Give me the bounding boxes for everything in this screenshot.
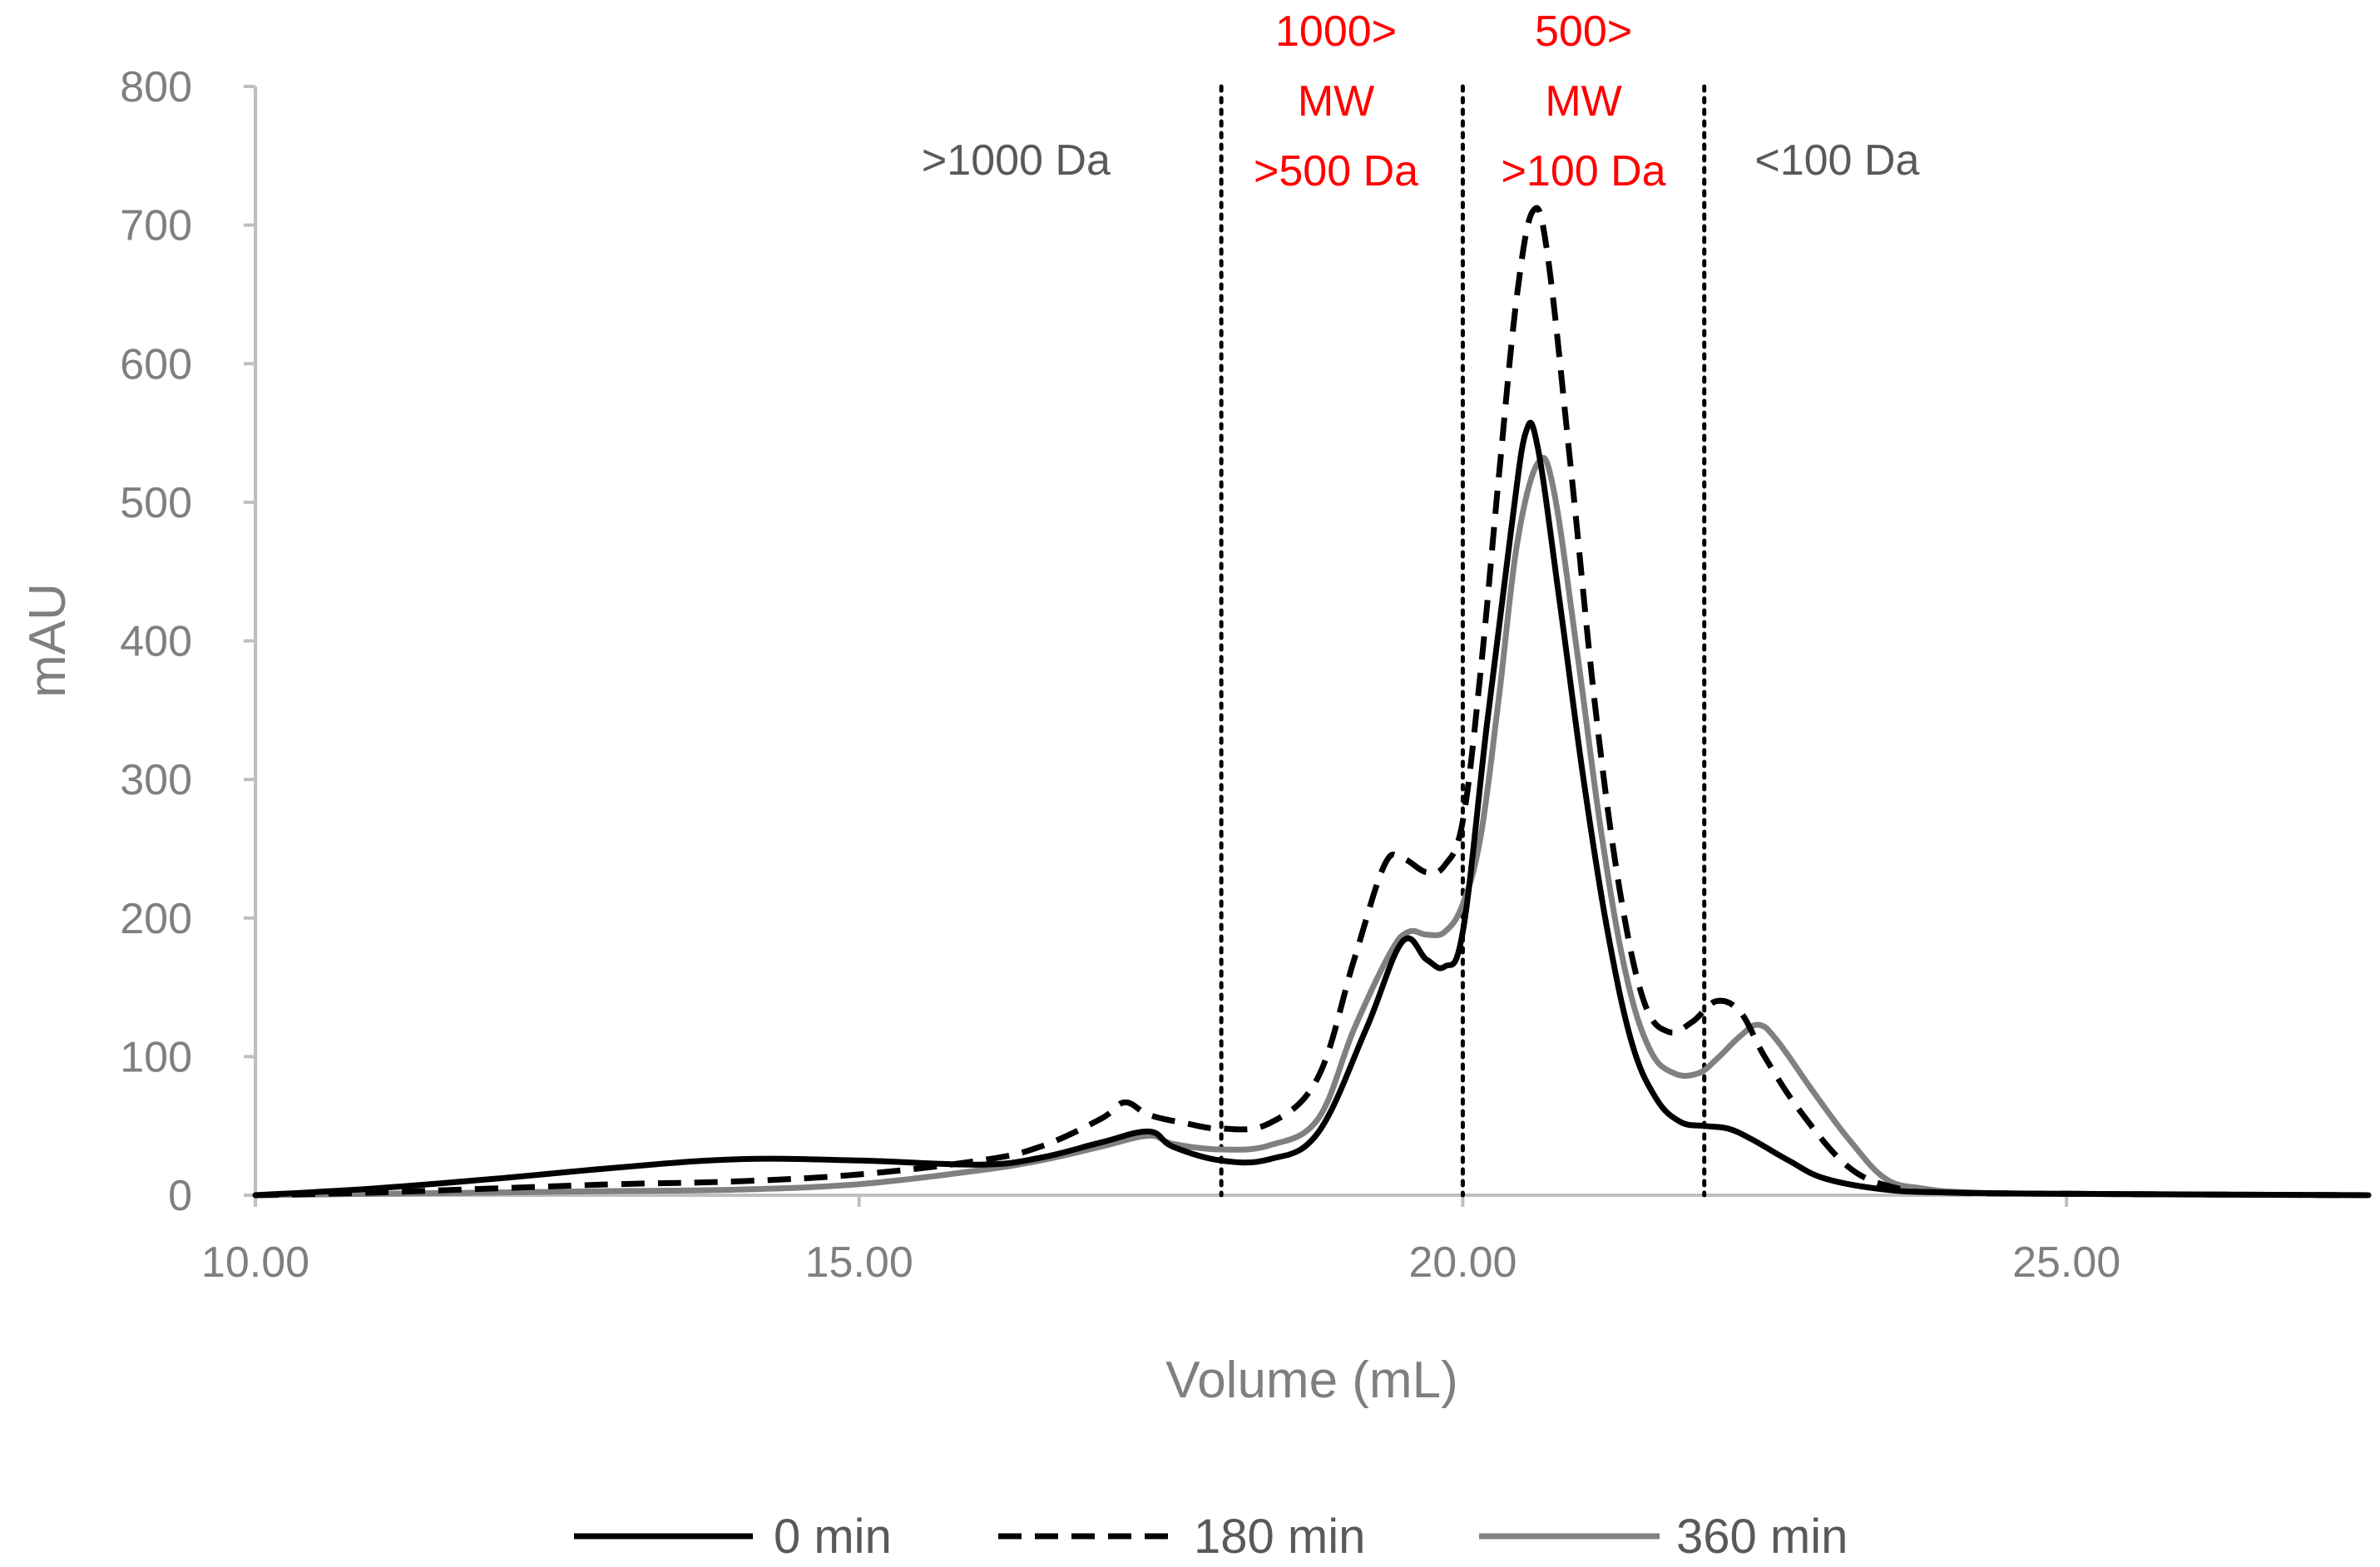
- region-label-line: MW: [1298, 77, 1374, 126]
- x-tick-label: 15.00: [805, 1238, 913, 1287]
- x-tick-label: 20.00: [1408, 1238, 1517, 1287]
- series-line-180min: [255, 205, 2369, 1199]
- legend-item-0min: 0 min: [574, 1510, 892, 1564]
- y-axis-title: mAU: [19, 583, 77, 698]
- region-label-line: 1000>: [1275, 7, 1397, 56]
- series-line-0min: [252, 419, 2372, 1199]
- legend-label-180min: 180 min: [1194, 1510, 1365, 1564]
- plot-area: 0 100 200 300 400 500 600 700 800 10.00 15.00 20.0…: [120, 7, 2372, 1287]
- legend: 0 min 180 min 360 min: [574, 1510, 1848, 1564]
- legend-label-0min: 0 min: [774, 1510, 892, 1564]
- region-label-line: MW: [1545, 77, 1621, 126]
- region-label: <100 Da: [1754, 136, 1919, 185]
- y-tick-label: 300: [120, 756, 192, 804]
- y-ticks: 0 100 200 300 400 500 600 700 800: [120, 63, 255, 1220]
- region-label: 500> MW >100 Da: [1502, 7, 1666, 195]
- y-tick-label: 0: [168, 1172, 192, 1220]
- x-ticks: 10.00 15.00 20.00 25.00: [201, 1195, 2120, 1287]
- series-line-360min: [252, 455, 2372, 1199]
- y-tick-label: 500: [120, 479, 192, 527]
- region-label-line: >1000 Da: [922, 136, 1111, 185]
- region-labels: >1000 Da 1000> MW >500 Da 500> MW >100 Da <100 …: [922, 7, 1920, 195]
- x-tick-label: 10.00: [201, 1238, 309, 1287]
- x-axis-title: Volume (mL): [1165, 1352, 1457, 1409]
- y-tick-label: 700: [120, 202, 192, 250]
- region-label-line: >100 Da: [1502, 147, 1666, 195]
- region-label: 1000> MW >500 Da: [1254, 7, 1418, 195]
- legend-item-180min: 180 min: [998, 1510, 1365, 1564]
- cutoff-lines: [1219, 84, 1707, 1198]
- y-tick-label: 800: [120, 63, 192, 111]
- legend-label-360min: 360 min: [1676, 1510, 1848, 1564]
- series-lines: [252, 205, 2372, 1199]
- region-label: >1000 Da: [922, 136, 1111, 185]
- x-tick-label: 25.00: [2012, 1238, 2120, 1287]
- y-tick-label: 100: [120, 1033, 192, 1081]
- y-tick-label: 600: [120, 340, 192, 388]
- region-label-line: <100 Da: [1754, 136, 1919, 185]
- y-tick-label: 400: [120, 618, 192, 666]
- region-label-line: >500 Da: [1254, 147, 1418, 195]
- region-label-line: 500>: [1535, 7, 1632, 56]
- y-tick-label: 200: [120, 895, 192, 943]
- legend-item-360min: 360 min: [1479, 1510, 1848, 1564]
